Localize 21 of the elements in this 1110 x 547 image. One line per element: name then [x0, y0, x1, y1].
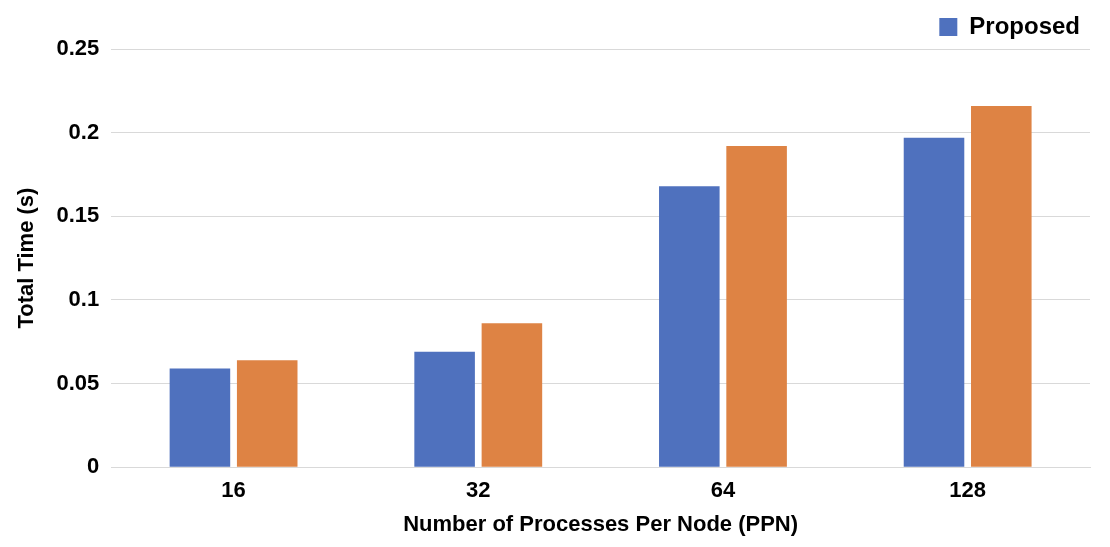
- x-axis-title: Number of Processes Per Node (PPN): [403, 510, 799, 536]
- y-tick-label: 0.2: [68, 118, 100, 144]
- y-tick-label: 0.25: [56, 35, 100, 61]
- y-tick-label: 0.15: [56, 202, 100, 228]
- y-tick-label: 0.1: [68, 285, 100, 311]
- bar: [169, 368, 231, 467]
- bar: [903, 137, 965, 467]
- x-tick-label: 32: [466, 477, 491, 503]
- bar: [481, 323, 543, 467]
- bar: [236, 360, 298, 467]
- bar: [414, 351, 475, 467]
- x-tick-label: 64: [710, 477, 736, 503]
- y-axis-title: Total Time (s): [13, 187, 39, 329]
- x-tick-label: 128: [949, 477, 987, 503]
- legend-label: Proposed: [969, 11, 1080, 39]
- bar: [971, 105, 1032, 467]
- y-tick-label: 0: [86, 453, 100, 479]
- bar: [726, 146, 787, 467]
- y-tick-label: 0.05: [56, 369, 100, 395]
- bar: [659, 186, 720, 467]
- x-tick-label: 16: [221, 477, 246, 503]
